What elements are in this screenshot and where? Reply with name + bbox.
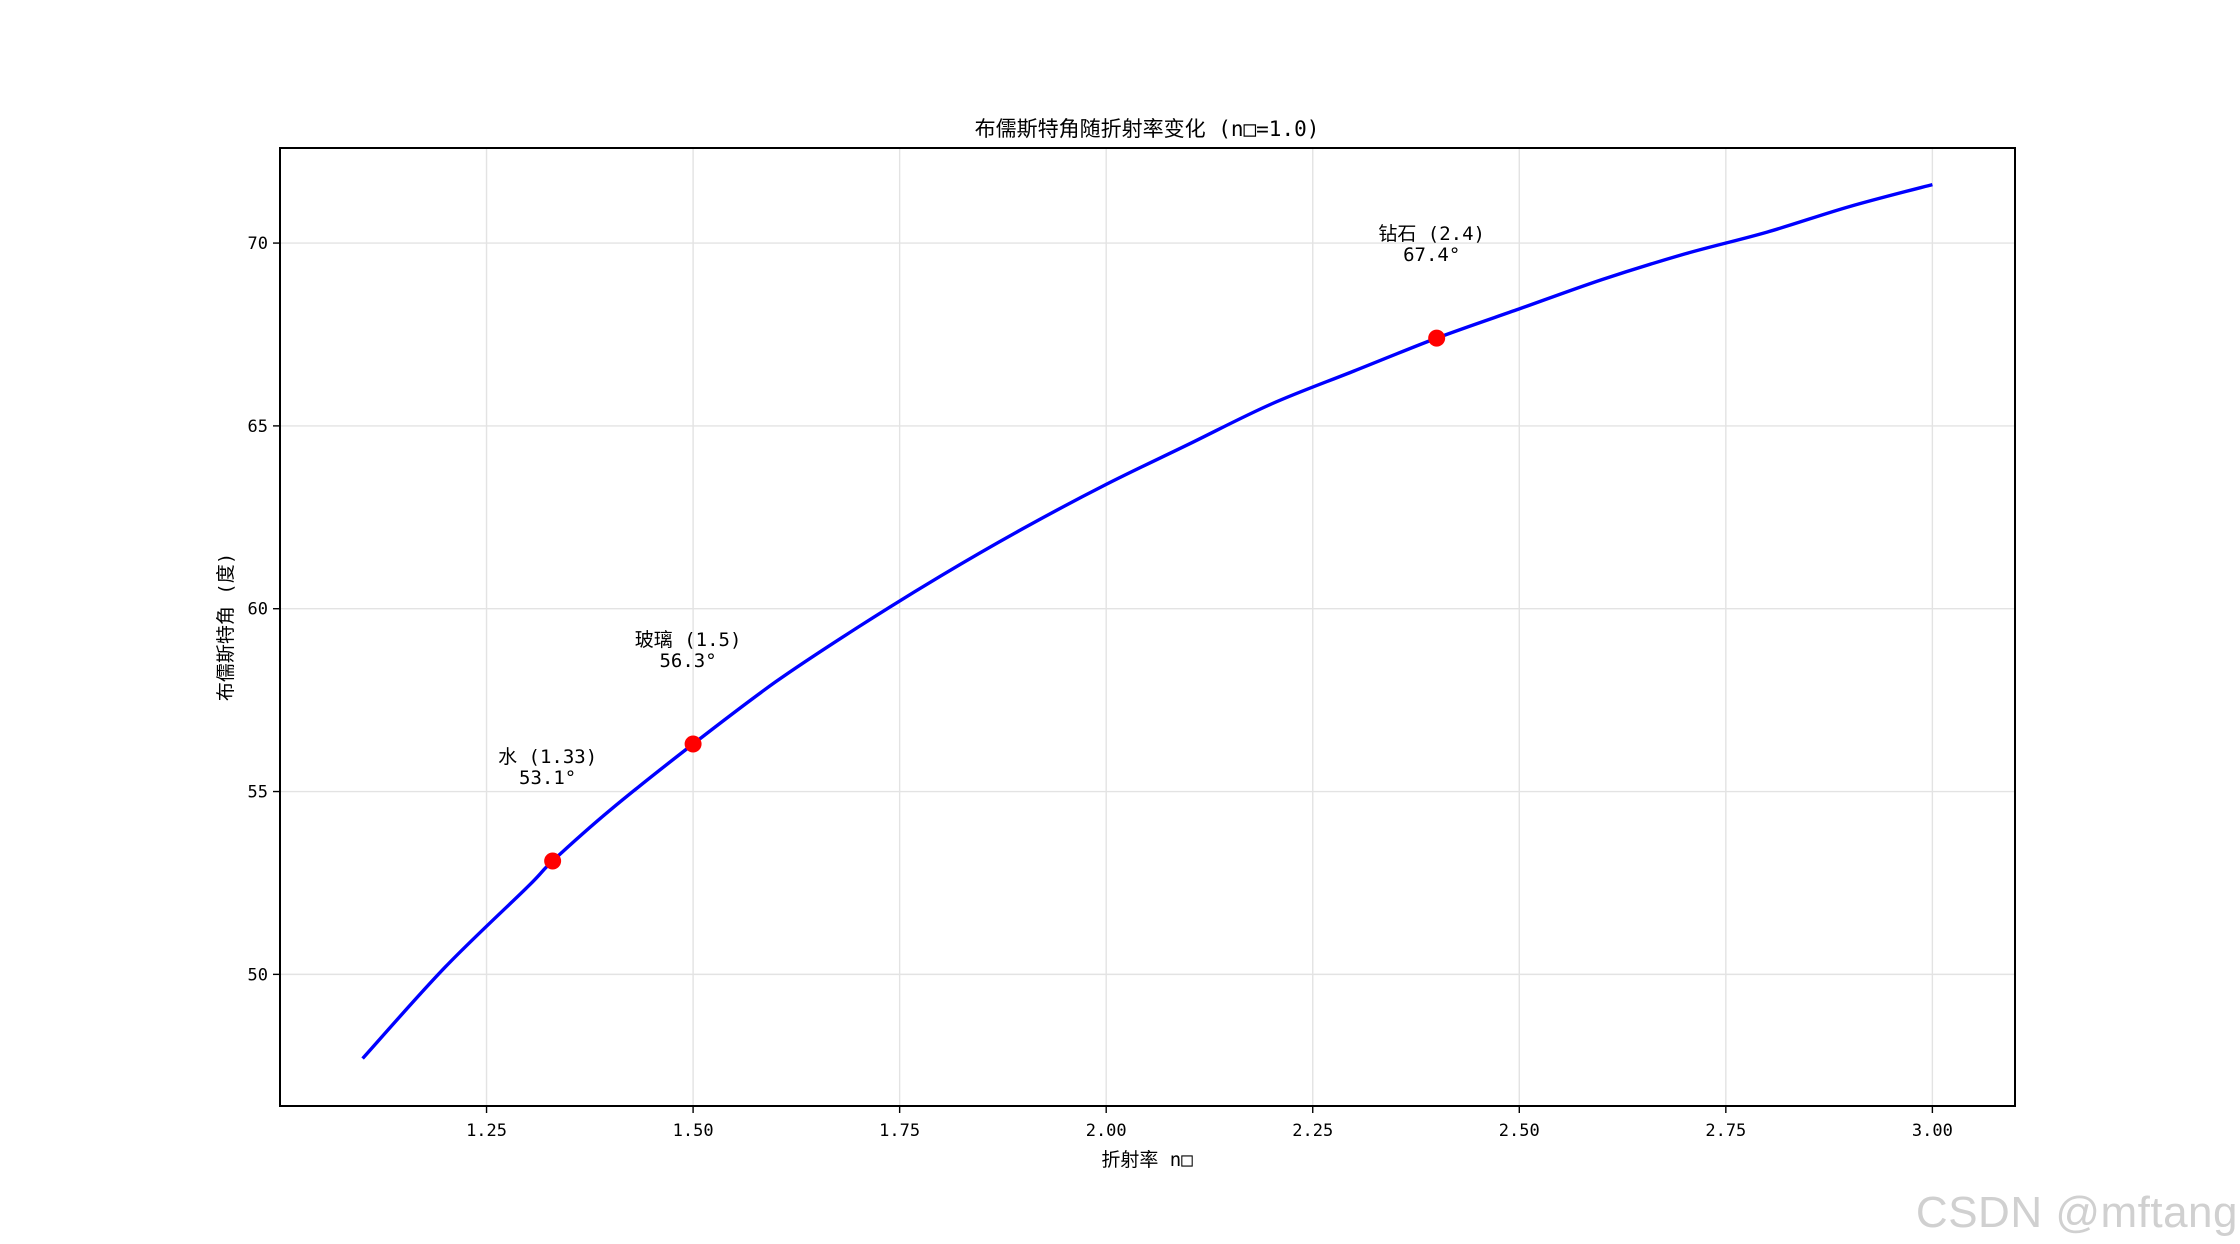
point-value-label: 67.4°: [1403, 244, 1460, 266]
y-axis-label: 布儒斯特角 (度): [215, 553, 237, 701]
y-tick-label: 65: [248, 417, 268, 437]
x-axis: 1.25 1.50 1.75 2.00 2.25 2.50 2.75 3.00: [466, 1106, 1953, 1141]
point-value-label: 56.3°: [659, 650, 716, 672]
x-tick-label: 2.75: [1705, 1121, 1746, 1141]
x-tick-label: 3.00: [1912, 1121, 1953, 1141]
material-point: [544, 852, 562, 870]
x-tick-label: 1.75: [879, 1121, 920, 1141]
watermark: CSDN @mftang: [1915, 1188, 2238, 1237]
point-label: 玻璃 (1.5): [635, 629, 742, 651]
point-label: 钻石 (2.4): [1378, 223, 1485, 245]
x-axis-label: 折射率 n□: [1101, 1149, 1193, 1171]
x-tick-label: 1.50: [673, 1121, 714, 1141]
x-tick-label: 2.00: [1086, 1121, 1127, 1141]
point-layer: 水 (1.33)53.1° 玻璃 (1.5)56.3° 钻石 (2.4)67.4°: [498, 223, 1485, 870]
point-label: 水 (1.33): [498, 746, 597, 768]
material-point: [684, 735, 702, 753]
y-tick-label: 60: [248, 600, 268, 620]
brewster-angle-curve: [361, 182, 1933, 1060]
plot-frame: [279, 147, 2016, 1107]
x-tick-label: 2.50: [1499, 1121, 1540, 1141]
curve-layer: [361, 182, 1933, 1060]
chart-title: 布儒斯特角随折射率变化 (n□=1.0): [975, 117, 1320, 141]
y-tick-label: 55: [248, 783, 268, 803]
y-tick-label: 70: [248, 234, 268, 254]
y-axis: 50 55 60 65 70: [248, 234, 280, 985]
x-tick-label: 1.25: [466, 1121, 507, 1141]
x-tick-label: 2.25: [1292, 1121, 1333, 1141]
point-value-label: 53.1°: [519, 767, 576, 789]
y-tick-label: 50: [248, 965, 268, 985]
material-point: [1428, 329, 1446, 347]
